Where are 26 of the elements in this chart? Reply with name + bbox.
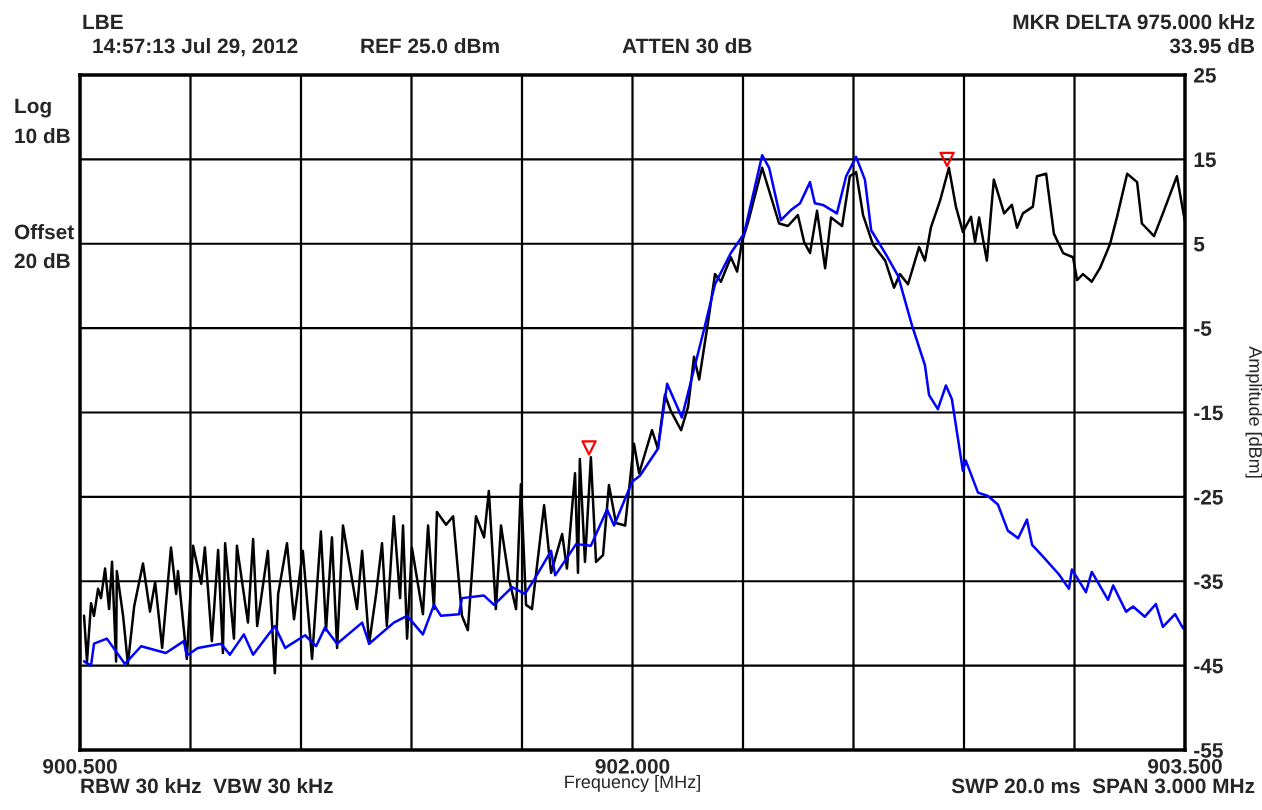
text: 14:57:13 Jul 29, 2012 <box>93 38 298 57</box>
x-tick-label: 903.500 <box>1148 758 1222 774</box>
y-tick-label: 5 <box>1193 236 1205 252</box>
x-axis-title: Frequency [MHz] <box>565 774 700 792</box>
y-tick-label: -5 <box>1194 321 1212 336</box>
text: Offset <box>14 224 74 240</box>
text: LBE <box>83 14 123 30</box>
y-axis-title: Amplitude [dBm] <box>1245 346 1262 478</box>
text: MKR DELTA 975.000 kHz <box>1013 14 1255 30</box>
text: 10 dB <box>15 128 70 144</box>
text: REF 25.0 dBm <box>361 38 499 54</box>
text: ATTEN 30 dB <box>622 38 752 54</box>
text: Log <box>15 98 51 118</box>
y-tick-label: 25 <box>1194 68 1216 83</box>
y-tick-label: -55 <box>1194 743 1223 758</box>
y-tick-label: -35 <box>1194 574 1223 590</box>
text: 20 dB <box>14 253 70 269</box>
text: SWP 20.0 ms SPAN 3.000 MHz <box>951 778 1255 794</box>
y-tick-label: -15 <box>1194 405 1223 421</box>
y-tick-label: -45 <box>1194 658 1223 674</box>
text: 33.95 dB <box>1169 38 1255 54</box>
x-tick-label: 902.000 <box>595 758 670 774</box>
x-tick-label: 900.500 <box>43 758 117 774</box>
y-tick-label: -25 <box>1194 489 1223 505</box>
y-tick-label: 15 <box>1194 152 1216 168</box>
text: RBW 30 kHz VBW 30 kHz <box>81 778 333 794</box>
